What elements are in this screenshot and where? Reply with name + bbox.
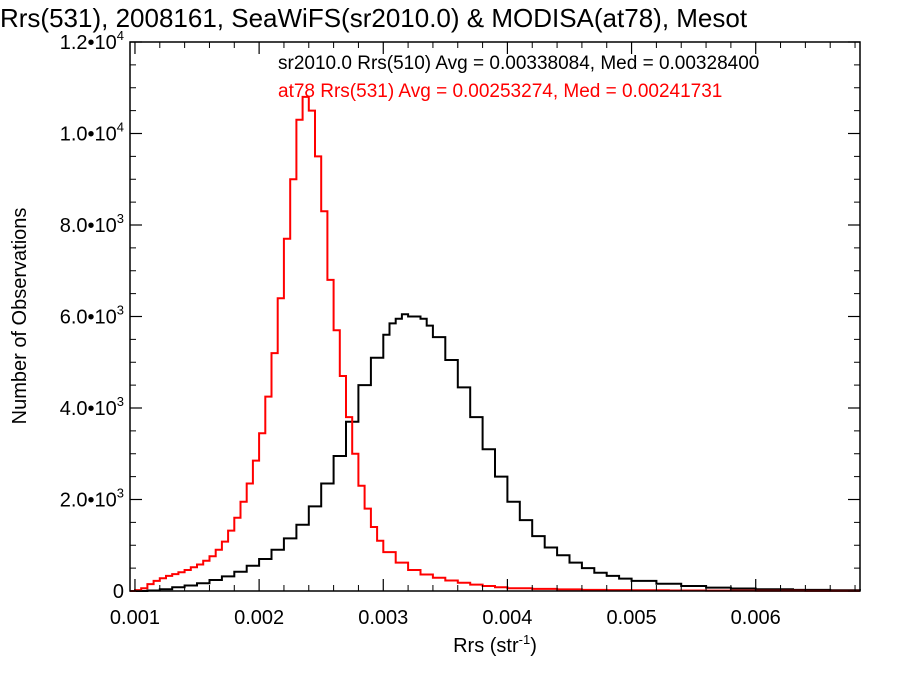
y-tick-label: 4.0•103 xyxy=(60,394,124,420)
y-tick-label-mantissa: 1.2•10 xyxy=(60,32,117,54)
y-tick-label: 1.2•104 xyxy=(60,28,124,54)
y-tick-label-mantissa: 2.0•10 xyxy=(60,490,117,512)
series-line-1 xyxy=(130,95,860,592)
x-tick-label: 0.003 xyxy=(358,607,408,629)
chart-title: Rrs(531), 2008161, SeaWiFS(sr2010.0) & M… xyxy=(0,3,748,33)
y-tick-label: 6.0•103 xyxy=(60,303,124,329)
x-axis-title-main: Rrs (str xyxy=(453,635,519,657)
y-tick-label-mantissa: 1.0•10 xyxy=(60,124,117,146)
y-tick-label-exponent: 3 xyxy=(117,303,124,318)
x-tick-label: 0.004 xyxy=(482,607,532,629)
legend: sr2010.0 Rrs(510) Avg = 0.00338084, Med … xyxy=(278,53,759,102)
y-tick-label-exponent: 3 xyxy=(117,394,124,409)
x-tick-label: 0.005 xyxy=(607,607,657,629)
y-tick-label: 8.0•103 xyxy=(60,211,124,237)
y-tick-label-mantissa: 8.0•10 xyxy=(60,215,117,237)
series-layer xyxy=(130,95,861,592)
ticks-layer: 0.001 0.002 0.003 0.004 0.005 0.00602.0•1034.… xyxy=(60,28,860,629)
x-tick-label: 0.006 xyxy=(731,607,781,629)
y-tick-label-exponent: 4 xyxy=(117,120,124,135)
y-tick-label-mantissa: 4.0•10 xyxy=(60,398,117,420)
x-axis-title: Rrs (str-1) xyxy=(453,632,537,657)
x-axis-title-superscript: -1 xyxy=(519,632,531,647)
legend-entry-modisa: at78 Rrs(531) Avg = 0.00253274, Med = 0.… xyxy=(278,81,722,102)
y-tick-label: 0 xyxy=(113,581,124,603)
y-axis-title: Number of Observations xyxy=(9,208,31,425)
x-tick-label: 0.002 xyxy=(234,607,284,629)
y-tick-label: 1.0•104 xyxy=(60,120,124,146)
y-tick-label-exponent: 3 xyxy=(117,486,124,501)
y-tick-label-exponent: 3 xyxy=(117,211,124,226)
x-tick-label: 0.001 xyxy=(110,607,160,629)
y-tick-label-mantissa: 6.0•10 xyxy=(60,307,117,329)
series-line-0 xyxy=(130,313,861,592)
y-tick-label: 2.0•103 xyxy=(60,486,124,512)
y-tick-label-exponent: 4 xyxy=(117,28,124,43)
legend-entry-seawifs: sr2010.0 Rrs(510) Avg = 0.00338084, Med … xyxy=(278,53,759,74)
x-axis-title-close: ) xyxy=(530,635,537,657)
